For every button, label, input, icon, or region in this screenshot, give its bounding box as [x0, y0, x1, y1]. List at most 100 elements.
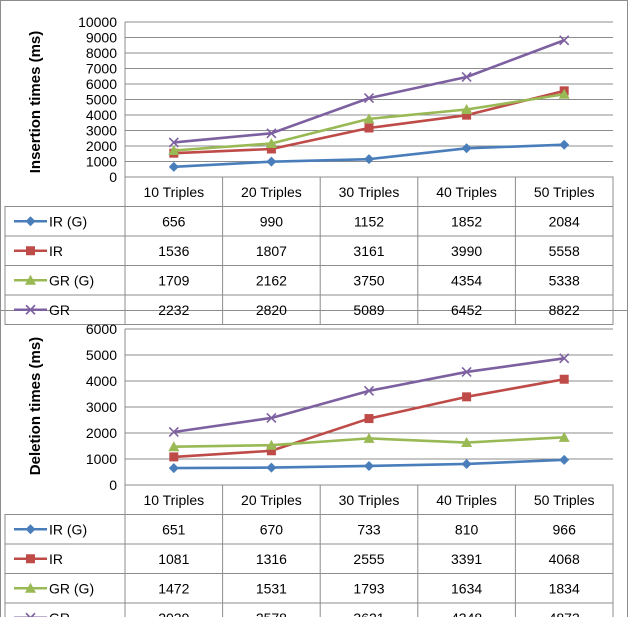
x-category-label: 10 Triples — [143, 184, 204, 200]
legend-marker-gr-g — [25, 582, 36, 593]
data-point-gr-g — [461, 104, 473, 115]
table-value-gr: 4873 — [549, 610, 580, 617]
y-tick-label: 6000 — [86, 76, 117, 92]
y-axis-title: Insertion times (ms) — [27, 31, 44, 174]
y-axis-title: Deletion times (ms) — [27, 337, 44, 475]
y-tick-label: 2000 — [86, 138, 117, 154]
x-category-label: 50 Triples — [534, 492, 595, 508]
x-category-label: 40 Triples — [436, 492, 497, 508]
data-point-ir-g — [364, 460, 374, 471]
data-point-ir-g — [461, 458, 472, 469]
table-value-ir: 3990 — [451, 243, 482, 259]
table-value-ir: 1536 — [158, 243, 189, 259]
data-point-gr — [461, 71, 472, 83]
table-value-ir-g: 1852 — [451, 213, 482, 229]
y-tick-label: 8000 — [86, 45, 117, 61]
legend-marker-ir — [26, 246, 35, 256]
data-point-gr-g — [363, 113, 375, 124]
legend-label-gr-g: GR (G) — [49, 272, 94, 288]
table-value-ir: 3391 — [451, 551, 482, 567]
insertion-chart-panel: 0100020003000400050006000700080009000100… — [4, 14, 614, 325]
table-value-gr-g: 1531 — [256, 580, 287, 596]
legend-marker-ir-g — [25, 216, 36, 227]
y-tick-label: 9000 — [86, 30, 117, 46]
table-value-ir-g: 1152 — [354, 213, 384, 229]
y-tick-label: 2000 — [86, 425, 117, 441]
table-value-gr-g: 1472 — [158, 580, 189, 596]
y-tick-label: 6000 — [86, 321, 117, 337]
table-value-gr: 2820 — [256, 302, 287, 318]
table-value-gr-g: 1709 — [158, 272, 189, 288]
legend-label-gr: GR — [49, 610, 70, 617]
table-value-ir-g: 733 — [357, 521, 381, 537]
table-value-ir-g: 670 — [260, 521, 284, 537]
data-point-ir — [462, 392, 472, 402]
data-point-gr-g — [558, 431, 570, 442]
table-value-ir-g: 810 — [455, 521, 479, 537]
data-point-gr — [266, 412, 277, 424]
data-point-ir-g — [266, 462, 277, 473]
data-point-gr-g — [265, 137, 277, 148]
y-tick-label: 1000 — [86, 451, 117, 467]
table-value-ir: 5558 — [549, 243, 580, 259]
data-point-gr-g — [558, 88, 570, 99]
x-category-label: 30 Triples — [339, 492, 400, 508]
table-value-gr: 2039 — [158, 610, 189, 617]
legend-label-ir-g: IR (G) — [49, 213, 87, 229]
table-value-ir-g: 966 — [553, 521, 577, 537]
x-category-label: 40 Triples — [436, 184, 497, 200]
data-point-gr — [168, 426, 179, 438]
data-point-gr — [168, 137, 179, 148]
y-tick-label: 1000 — [86, 154, 117, 170]
data-point-ir-g — [461, 143, 472, 154]
legend-label-ir-g: IR (G) — [49, 521, 87, 537]
data-point-gr-g — [168, 441, 180, 452]
legend-label-ir: IR — [49, 243, 63, 259]
y-tick-label: 0 — [109, 169, 117, 185]
data-point-gr — [559, 353, 570, 364]
data-point-ir-g — [168, 463, 179, 474]
legend-marker-ir-g — [25, 524, 36, 535]
data-point-ir-g — [364, 154, 374, 165]
data-point-ir — [169, 452, 179, 462]
legend-label-gr: GR — [49, 302, 70, 318]
legend-marker-ir — [26, 554, 35, 564]
table-value-gr: 3621 — [353, 610, 384, 617]
table-value-ir-g: 2084 — [549, 213, 580, 229]
legend-marker-gr-g — [25, 274, 36, 285]
data-point-ir-g — [266, 156, 277, 167]
y-tick-label: 7000 — [86, 61, 117, 77]
data-point-ir — [559, 374, 569, 384]
data-point-gr — [461, 366, 472, 378]
y-tick-label: 5000 — [86, 92, 117, 108]
table-value-gr: 5089 — [353, 302, 384, 318]
legend-label-ir: IR — [49, 551, 63, 567]
table-value-ir: 1081 — [158, 551, 189, 567]
table-value-ir: 1807 — [256, 243, 287, 259]
table-value-ir: 4068 — [549, 551, 580, 567]
table-value-gr: 8822 — [549, 302, 580, 318]
data-point-gr — [266, 128, 277, 139]
table-value-ir-g: 990 — [260, 213, 284, 229]
y-tick-label: 5000 — [86, 347, 117, 363]
data-point-gr-g — [168, 145, 180, 156]
x-category-label: 20 Triples — [241, 184, 302, 200]
table-value-gr-g: 3750 — [353, 272, 384, 288]
data-point-ir — [266, 144, 276, 154]
table-value-gr: 6452 — [451, 302, 482, 318]
legend-label-gr-g: GR (G) — [49, 580, 94, 596]
data-point-ir — [364, 123, 374, 133]
data-point-gr — [363, 385, 375, 396]
table-value-ir: 1316 — [256, 551, 287, 567]
x-category-label: 50 Triples — [534, 184, 595, 200]
table-value-gr: 2578 — [256, 610, 287, 617]
table-value-ir: 3161 — [353, 243, 384, 259]
table-value-gr-g: 5338 — [549, 272, 580, 288]
y-tick-label: 4000 — [86, 107, 117, 123]
y-tick-label: 10000 — [78, 14, 117, 30]
y-tick-label: 4000 — [86, 373, 117, 389]
data-point-gr-g — [461, 437, 473, 448]
table-value-gr-g: 1834 — [549, 580, 580, 596]
legend-marker-gr — [25, 304, 36, 315]
